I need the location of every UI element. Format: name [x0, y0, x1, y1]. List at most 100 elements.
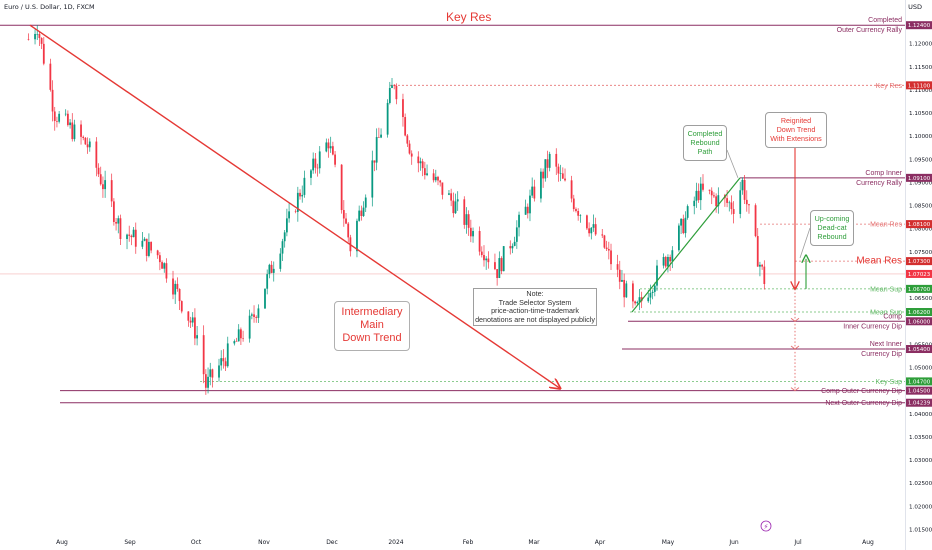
candle-body	[647, 297, 650, 302]
candle	[395, 83, 398, 105]
candle	[417, 151, 420, 173]
candle-body	[636, 301, 639, 304]
x-tick-label: Aug	[862, 539, 874, 546]
currency-label: USD	[908, 3, 922, 11]
candle	[388, 81, 391, 105]
candle-body	[483, 255, 485, 261]
candle-body	[667, 256, 669, 267]
candle-body	[266, 274, 269, 289]
candle-body	[364, 197, 367, 208]
candle-body	[331, 146, 334, 155]
candle	[728, 200, 731, 212]
candle	[743, 174, 746, 205]
candle-body	[730, 202, 733, 210]
price-badge	[906, 220, 932, 229]
candle-body	[616, 264, 619, 270]
price-badge	[906, 269, 932, 278]
price-badge-text: 1.07023	[908, 272, 930, 278]
candle-body	[579, 215, 582, 216]
price-badge	[906, 386, 932, 395]
candle-body	[509, 246, 512, 249]
candle-body	[695, 190, 698, 201]
price-badge-text: 1.04500	[908, 389, 931, 395]
candle	[218, 358, 220, 382]
candle-body	[653, 285, 656, 292]
candle	[191, 312, 194, 327]
candle	[364, 194, 367, 213]
candle	[110, 173, 113, 208]
candle	[279, 248, 282, 272]
candle	[143, 237, 146, 242]
candle	[577, 208, 580, 221]
candle-body	[115, 221, 117, 224]
y-tick-label: 1.12000	[909, 42, 932, 48]
candle	[437, 175, 439, 186]
candle-body	[575, 209, 577, 211]
x-tick-label: Oct	[191, 539, 202, 546]
candle	[548, 151, 551, 172]
candle	[211, 368, 214, 388]
candle	[732, 201, 735, 224]
candle-body	[540, 171, 542, 199]
candle	[557, 163, 560, 182]
candle-body	[526, 206, 529, 214]
candle-body	[264, 288, 266, 309]
candle-body	[741, 179, 744, 191]
price-badge-text: 1.11100	[908, 83, 931, 89]
candle	[176, 277, 179, 292]
price-badge-text: 1.06700	[908, 287, 931, 293]
candle-body	[386, 102, 389, 135]
candle	[222, 349, 225, 369]
candle-body	[285, 218, 288, 233]
candle	[196, 325, 198, 346]
candle-body	[84, 137, 87, 145]
candle	[235, 337, 238, 342]
candle-body	[178, 288, 181, 302]
candle-body	[395, 86, 398, 100]
candle	[686, 204, 689, 220]
candle	[156, 249, 159, 259]
candle	[708, 189, 711, 195]
candle	[250, 312, 253, 320]
candle	[419, 157, 422, 171]
candle-body	[294, 211, 297, 212]
candle-body	[314, 158, 317, 168]
price-badge-text: 1.09100	[908, 176, 931, 182]
candle-body	[511, 245, 514, 249]
candle	[524, 199, 527, 215]
candle	[410, 150, 413, 165]
y-tick-label: 1.04000	[909, 412, 932, 418]
rebound-callout: Completed Rebound Path	[683, 125, 727, 161]
candle-body	[605, 247, 608, 250]
candle	[84, 137, 87, 145]
candle	[104, 170, 107, 198]
candle-body	[325, 142, 328, 152]
candle	[664, 255, 667, 269]
candle-body	[42, 43, 45, 64]
candle-body	[257, 308, 260, 318]
candle-body	[592, 224, 595, 228]
candle-body	[502, 246, 505, 272]
candle-body	[463, 199, 466, 225]
price-badge	[906, 308, 932, 317]
candle	[207, 367, 209, 394]
candle-body	[299, 192, 301, 197]
candle-body	[53, 111, 56, 121]
candle	[586, 214, 588, 230]
candle-body	[196, 335, 198, 339]
candle	[649, 284, 652, 305]
level-label: Mean Res	[856, 256, 902, 267]
level-label: Comp Outer Currency Dip	[821, 388, 902, 395]
candle	[380, 128, 382, 139]
candle-body	[132, 229, 135, 238]
candle-body	[586, 215, 588, 229]
candle	[71, 113, 74, 142]
candle-body	[634, 301, 636, 304]
y-tick-label: 1.03500	[909, 435, 932, 441]
candle	[544, 159, 547, 182]
rebound-path-line	[631, 177, 741, 313]
candle-body	[472, 230, 474, 237]
candle-body	[717, 195, 720, 207]
main-trend-callout: Intermediary Main Down Trend	[334, 301, 410, 351]
candle	[325, 138, 328, 153]
